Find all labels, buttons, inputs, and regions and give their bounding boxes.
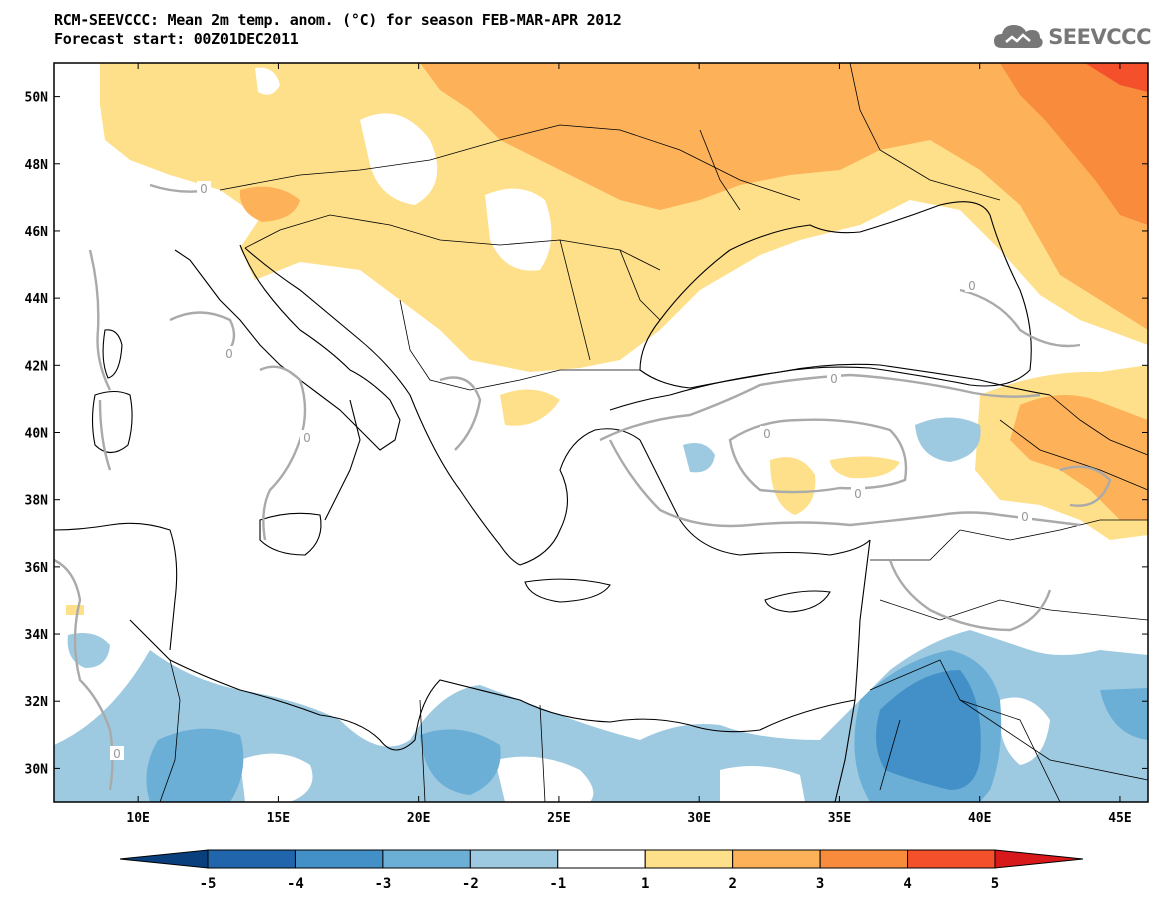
colorbar-label: -5 [200,876,217,892]
colorbar-box [207,849,296,869]
lat-label: 50N [25,91,49,106]
colorbar-arrow-low [119,849,209,869]
anomaly-field [54,63,1148,802]
lon-label: 10E [126,811,149,826]
lat-label: 46N [25,225,49,240]
lat-label: 38N [25,494,49,509]
map-title: RCM-SEEVCCC: Mean 2m temp. anom. (°C) fo… [54,11,622,49]
logo-text: SEEVCCC [1048,25,1151,49]
lon-label: 20E [407,811,430,826]
colorbar-box [819,849,909,869]
colorbar-box [732,849,821,869]
hot-region-east [1000,63,1148,225]
colorbar-label: 3 [816,876,824,892]
colorbar-label: 1 [641,876,649,892]
colorbar: -5 -4 -3 -2 -1 1 2 3 4 5 [119,849,1084,892]
seevccc-logo: SEEVCCC [992,22,1151,52]
cloud-logo-icon [994,25,1043,48]
title-line-1: RCM-SEEVCCC: Mean 2m temp. anom. (°C) fo… [54,11,622,29]
contour-label: 0 [854,487,862,501]
colorbar-box [557,849,646,869]
colorbar-label: 5 [991,876,999,892]
lon-label: 30E [687,811,710,826]
contour-label: 0 [225,347,233,361]
colorbar-box [469,849,559,869]
latitude-axis: 50N 48N 46N 44N 42N 40N 38N 36N 34N 32N 30N [25,91,1148,777]
contour-label: 0 [763,427,771,441]
lon-label: 45E [1108,811,1131,826]
colorbar-arrow-high [994,849,1084,869]
lat-label: 34N [25,628,49,643]
colorbar-label: -4 [287,876,304,892]
hottest-region [1085,63,1148,92]
lon-label: 15E [267,811,290,826]
contour-label: 0 [968,279,976,293]
lat-label: 42N [25,359,49,374]
colorbar-label: -1 [549,876,566,892]
contour-label: 0 [1021,510,1029,524]
lat-label: 48N [25,158,49,173]
lat-label: 32N [25,695,49,710]
warm-region-east [420,63,1148,330]
contour-label: 0 [200,182,208,196]
lon-label: 40E [968,811,991,826]
longitude-axis: 10E 15E 20E 25E 30E 35E 40E 45E [126,63,1132,826]
lon-label: 25E [547,811,570,826]
contour-labels: 0 0 0 0 0 0 0 0 0 [110,181,1032,761]
colorbar-label: -3 [374,876,391,892]
contour-label: 0 [113,747,121,761]
colorbar-box [644,849,734,869]
lat-label: 36N [25,561,49,576]
contour-label: 0 [830,372,838,386]
lon-label: 35E [828,811,851,826]
lat-label: 44N [25,292,49,307]
colorbar-box [294,849,384,869]
colorbar-box [382,849,471,869]
lat-label: 30N [25,762,49,777]
contour-label: 0 [303,431,311,445]
title-line-2: Forecast start: 00Z01DEC2011 [54,30,299,48]
colorbar-label: 2 [728,876,736,892]
colorbar-label: -2 [462,876,479,892]
colorbar-box [907,849,996,869]
colorbar-label: 4 [903,876,911,892]
lat-label: 40N [25,427,49,442]
coastlines [54,63,1148,802]
